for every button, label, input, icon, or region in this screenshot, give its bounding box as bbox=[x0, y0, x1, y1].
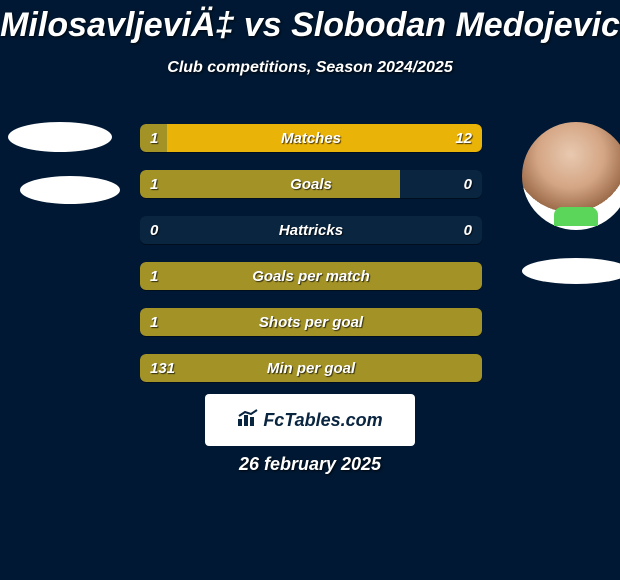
stat-label: Shots per goal bbox=[140, 308, 482, 336]
player1-avatar-shape bbox=[8, 122, 112, 152]
stat-row: 00Hattricks bbox=[140, 216, 482, 244]
player2-avatar bbox=[522, 122, 620, 230]
comparison-title: MilosavljeviÄ‡ vs Slobodan Medojevic bbox=[0, 0, 620, 45]
stat-row: 131Min per goal bbox=[140, 354, 482, 382]
stat-label: Hattricks bbox=[140, 216, 482, 244]
stat-label: Matches bbox=[140, 124, 482, 152]
logo-text: FcTables.com bbox=[263, 410, 382, 431]
stat-label: Min per goal bbox=[140, 354, 482, 382]
stat-label: Goals bbox=[140, 170, 482, 198]
stats-bars: 112Matches 10Goals 00Hattricks 1Goals per m… bbox=[140, 124, 482, 400]
stat-row: 10Goals bbox=[140, 170, 482, 198]
stat-row: 1Goals per match bbox=[140, 262, 482, 290]
stat-label: Goals per match bbox=[140, 262, 482, 290]
snapshot-date: 26 february 2025 bbox=[0, 454, 620, 475]
chart-icon bbox=[237, 409, 259, 432]
player2-club-shape bbox=[522, 258, 620, 284]
player1-club-shape bbox=[20, 176, 120, 204]
stat-row: 112Matches bbox=[140, 124, 482, 152]
fctables-logo[interactable]: FcTables.com bbox=[205, 394, 415, 446]
stat-row: 1Shots per goal bbox=[140, 308, 482, 336]
competition-subtitle: Club competitions, Season 2024/2025 bbox=[0, 59, 620, 77]
